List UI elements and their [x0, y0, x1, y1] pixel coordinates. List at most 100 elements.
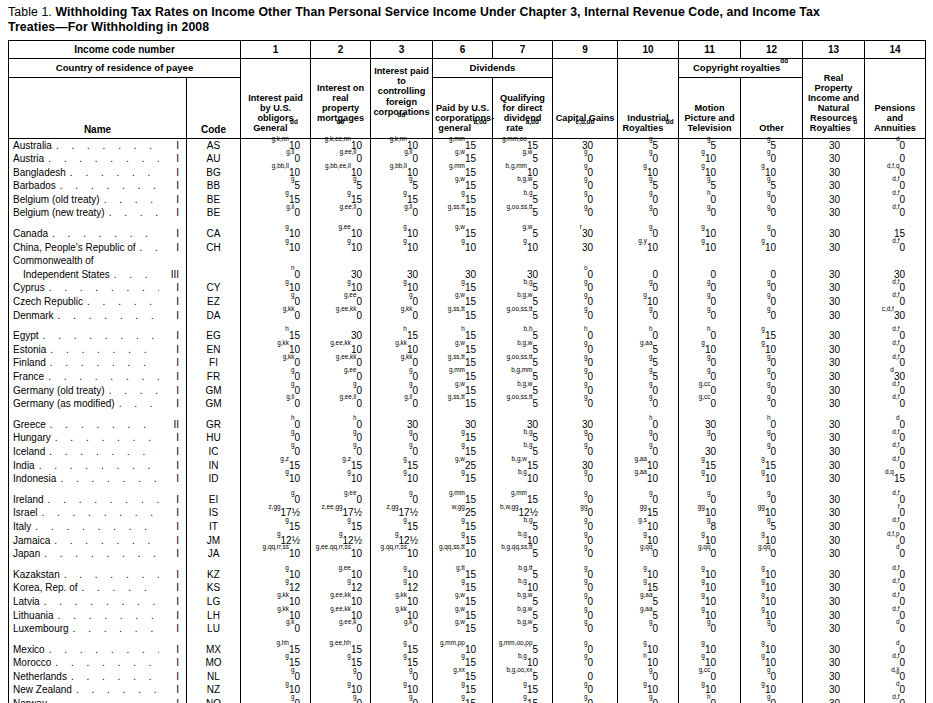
col-dividends-direct-rate: Qualifying for direct dividend rate a,dd	[493, 77, 553, 138]
rate-cell: g0	[618, 281, 679, 295]
rate-cell: g,w15	[433, 622, 493, 636]
footnote-marker: g	[461, 237, 465, 244]
rate-cell: g15	[241, 656, 311, 670]
rate-cell: 30	[803, 166, 865, 180]
footnote-marker: g	[291, 291, 295, 298]
footnote-marker: d,f	[892, 577, 899, 584]
footnote-marker: g,bb,ee,ll	[325, 162, 351, 169]
country-code-cell: BG	[187, 166, 241, 180]
footnote-marker: g	[584, 428, 588, 435]
footnote-marker: g,tt	[456, 564, 465, 571]
rate-cell: g0	[371, 445, 433, 459]
footnote-marker: g	[285, 189, 289, 196]
country-name: Ireland	[13, 493, 44, 507]
country-name: Lithuania	[13, 609, 54, 623]
footnote-marker: g	[461, 530, 465, 537]
footnote-marker: g	[584, 189, 588, 196]
footnote-marker: g	[649, 203, 653, 210]
country-code-cell: KS	[187, 581, 241, 595]
country-code-cell: CY	[187, 281, 241, 295]
rate-cell: r30	[553, 220, 618, 241]
footnote-marker: g,k,nn	[389, 135, 406, 142]
country-name: Mexico	[13, 643, 45, 657]
footnote-marker: g	[649, 393, 653, 400]
footnote-marker: b,g	[518, 652, 527, 659]
country-name-cell: IndiaI	[9, 459, 187, 473]
country-name: Indonesia	[13, 472, 56, 486]
footnote-marker: g	[701, 468, 705, 475]
country-row: Czech RepublicIEZg0g,ee0g0g,w15b,g,w5g0g…	[9, 295, 926, 309]
col-copyright-other: Other	[741, 77, 803, 138]
rate-cell: 30	[803, 281, 865, 295]
rate-cell: g0	[618, 622, 679, 636]
footnote-marker: g,ee	[344, 366, 356, 373]
footnote-marker: g	[584, 564, 588, 571]
footnote-marker: g	[347, 189, 351, 196]
footnote-marker: g	[707, 278, 711, 285]
table-header: Income code number 1 2 3 6 7 9 10 11 12 …	[9, 40, 926, 138]
footnote-marker: g,ll	[286, 393, 294, 400]
rate-cell: 30	[803, 520, 865, 534]
rate-cell: g0	[618, 206, 679, 220]
name-column-label: Name	[9, 77, 187, 138]
treaty-class: I	[159, 547, 186, 561]
footnote-marker: g	[347, 278, 351, 285]
rate-cell: g,y10	[618, 241, 679, 255]
treaty-class: I	[159, 595, 186, 609]
rate-cell: g,ee0	[311, 370, 371, 384]
country-name: Greece	[13, 418, 46, 432]
footnote-marker: g	[643, 530, 647, 537]
country-row: DenmarkIDAg,kk0g,ee,kk0g,kk0g,ss,tt15g,o…	[9, 309, 926, 323]
footnote-marker: gg	[698, 503, 705, 510]
country-name: China, People's Republic of	[13, 241, 136, 255]
footnote-marker: g	[761, 455, 765, 462]
rate-cell: g10	[618, 636, 679, 657]
rate-cell: g0	[741, 152, 803, 166]
rate-cell: g,ll0	[371, 206, 433, 220]
footnote-marker: h	[649, 325, 653, 332]
country-name-cell: FinlandI	[9, 356, 187, 370]
rate-cell: g0	[741, 431, 803, 445]
treaty-class: I	[159, 683, 186, 697]
footnote-marker: g,mm,pp	[440, 639, 465, 646]
rate-cell: g10	[311, 241, 371, 255]
footnote-marker: g	[649, 189, 653, 196]
rate-cell: b,g5	[493, 431, 553, 445]
rate-cell: g,ss,tt15	[433, 309, 493, 323]
country-code-cell: FI	[187, 356, 241, 370]
income-code-label: Income code number	[9, 40, 241, 58]
country-row: MoroccoIMOg15g15g15g15b,g10g0h10g10g1030…	[9, 656, 926, 670]
footnote-marker: g	[767, 278, 771, 285]
footnote-marker: b,g,w	[517, 175, 532, 182]
rate-cell: g10	[741, 561, 803, 582]
footnote-marker: g	[767, 428, 771, 435]
footnote-marker: g,ee,kk	[330, 605, 351, 612]
rate-cell: g10	[679, 581, 741, 595]
country-name-cell: LatviaI	[9, 595, 187, 609]
dot-leader	[37, 506, 159, 520]
footnote-marker: g	[285, 468, 289, 475]
footnote-marker: g	[649, 666, 653, 673]
rate-cell: g10	[679, 152, 741, 166]
rate-cell: d,f0	[865, 459, 926, 473]
footnote-marker: g	[584, 148, 588, 155]
footnote-marker: g	[409, 441, 413, 448]
income-code-9: 9	[553, 40, 618, 58]
dot-leader	[46, 418, 159, 432]
rate-cell: g0	[618, 220, 679, 241]
rate-cell: 30	[803, 445, 865, 459]
rate-cell: 30	[803, 472, 865, 486]
treaty-class: I	[159, 309, 186, 323]
country-name-cell: Commonwealth ofIndependent StatesIII	[9, 254, 187, 281]
country-code-cell: HU	[187, 431, 241, 445]
dot-leader	[50, 534, 159, 548]
footnote-marker: g	[353, 380, 357, 387]
footnote-marker: g	[761, 339, 765, 346]
rate-cell: g,ee,kk0	[311, 309, 371, 323]
footnote-marker: g,mm	[449, 489, 465, 496]
rate-cell: g,ee,kk0	[311, 356, 371, 370]
rate-cell: 30	[803, 636, 865, 657]
rate-cell: 30	[803, 384, 865, 398]
footnote-marker: g,ee,ll	[339, 393, 356, 400]
rate-cell: g0	[741, 670, 803, 684]
